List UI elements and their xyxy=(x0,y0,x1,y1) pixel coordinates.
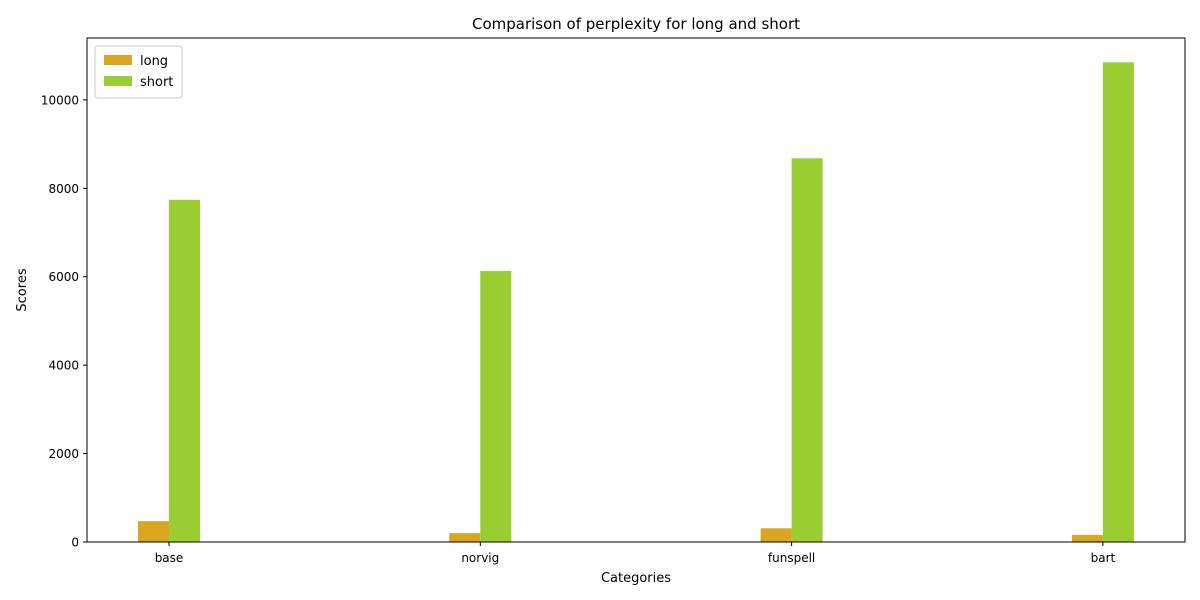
x-axis-label: Categories xyxy=(601,571,671,586)
x-axis: base norvig funspell bart xyxy=(155,542,1116,565)
bar-long-bart xyxy=(1071,534,1103,542)
legend: long short xyxy=(94,45,183,99)
y-axis: 0 2000 4000 6000 8000 10000 xyxy=(41,93,87,550)
plot-frame xyxy=(86,37,1186,543)
y-tick-label: 8000 xyxy=(48,182,79,196)
x-tick-label: funspell xyxy=(768,551,815,565)
y-tick-label: 4000 xyxy=(48,359,79,373)
y-tick-label: 2000 xyxy=(48,447,79,461)
x-tick-label: norvig xyxy=(461,551,499,565)
legend-swatch-long xyxy=(104,55,132,65)
x-tick-label: base xyxy=(155,551,184,565)
y-tick-label: 6000 xyxy=(48,270,79,284)
chart-title: Comparison of perplexity for long and sh… xyxy=(472,15,800,33)
legend-swatch-short xyxy=(104,76,132,86)
bar-long-norvig xyxy=(449,533,481,542)
y-tick-label: 0 xyxy=(71,536,79,550)
bar-short-norvig xyxy=(480,270,512,542)
legend-box xyxy=(94,45,183,99)
x-tick-label: bart xyxy=(1091,551,1116,565)
y-tick-label: 10000 xyxy=(41,93,79,107)
bar-long-base xyxy=(138,521,169,542)
y-axis-label: Scores xyxy=(15,268,30,311)
bar-short-funspell xyxy=(791,158,823,542)
bar-long-funspell xyxy=(760,528,792,542)
bars-layer xyxy=(138,62,1134,542)
bar-short-base xyxy=(169,199,200,542)
bar-short-bart xyxy=(1102,62,1134,542)
legend-label-short: short xyxy=(140,75,173,90)
legend-label-long: long xyxy=(140,54,168,69)
